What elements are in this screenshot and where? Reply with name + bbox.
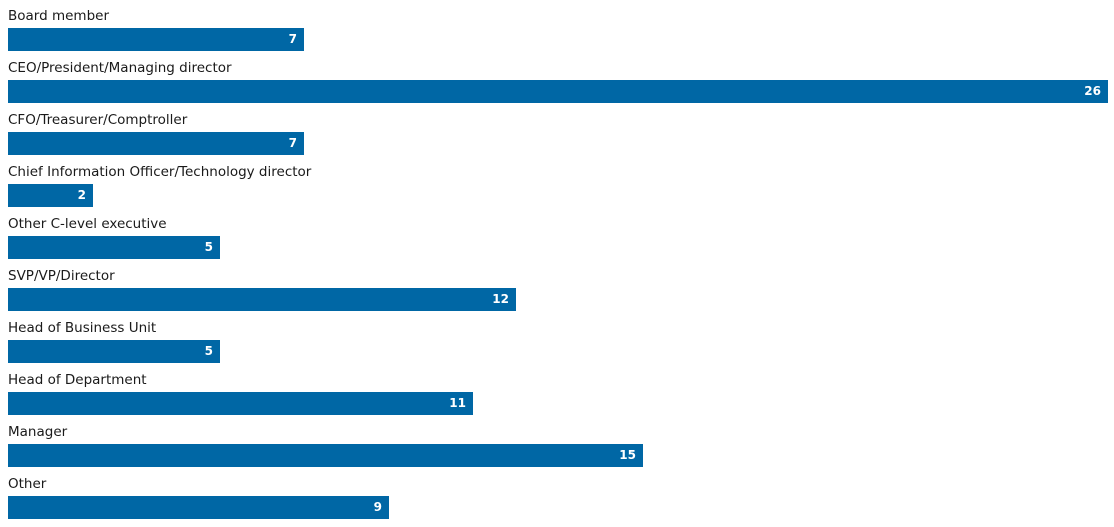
category-label: Board member (8, 8, 109, 24)
bar: 11 (8, 392, 473, 415)
category-label: Head of Business Unit (8, 320, 157, 336)
value-label: 12 (492, 292, 509, 306)
bar: 9 (8, 496, 389, 519)
bar-row: Manager 15 (8, 423, 1108, 475)
value-label: 5 (204, 344, 213, 358)
category-label: CFO/Treasurer/Comptroller (8, 112, 188, 128)
category-label: CEO/President/Managing director (8, 60, 232, 76)
category-label: Manager (8, 424, 68, 440)
category-label: Head of Department (8, 372, 147, 388)
value-label: 15 (619, 448, 636, 462)
value-label: 7 (288, 136, 297, 150)
bar: 5 (8, 340, 220, 363)
value-label: 11 (449, 396, 466, 410)
bar-row: Board member 7 (8, 7, 1108, 59)
bar: 15 (8, 444, 643, 467)
category-label: Other C-level executive (8, 216, 167, 232)
bar: 2 (8, 184, 93, 207)
bar-row: Other C-level executive 5 (8, 215, 1108, 267)
bar-row: CEO/President/Managing director 26 (8, 59, 1108, 111)
bar-row: Chief Information Officer/Technology dir… (8, 163, 1108, 215)
bar: 7 (8, 28, 304, 51)
value-label: 5 (204, 240, 213, 254)
bar: 12 (8, 288, 516, 311)
category-label: SVP/VP/Director (8, 268, 115, 284)
value-label: 26 (1084, 84, 1101, 98)
value-label: 9 (373, 500, 382, 514)
bar-chart: Board member 7 CEO/President/Managing dire… (8, 7, 1108, 519)
bar: 7 (8, 132, 304, 155)
category-label: Other (8, 476, 47, 492)
bar: 26 (8, 80, 1108, 103)
category-label: Chief Information Officer/Technology dir… (8, 164, 312, 180)
bar-row: Other 9 (8, 475, 1108, 527)
value-label: 2 (77, 188, 86, 202)
bar-row: Head of Department 11 (8, 371, 1108, 423)
bar: 5 (8, 236, 220, 259)
value-label: 7 (288, 32, 297, 46)
bar-row: SVP/VP/Director 12 (8, 267, 1108, 319)
bar-row: Head of Business Unit 5 (8, 319, 1108, 371)
bar-row: CFO/Treasurer/Comptroller 7 (8, 111, 1108, 163)
